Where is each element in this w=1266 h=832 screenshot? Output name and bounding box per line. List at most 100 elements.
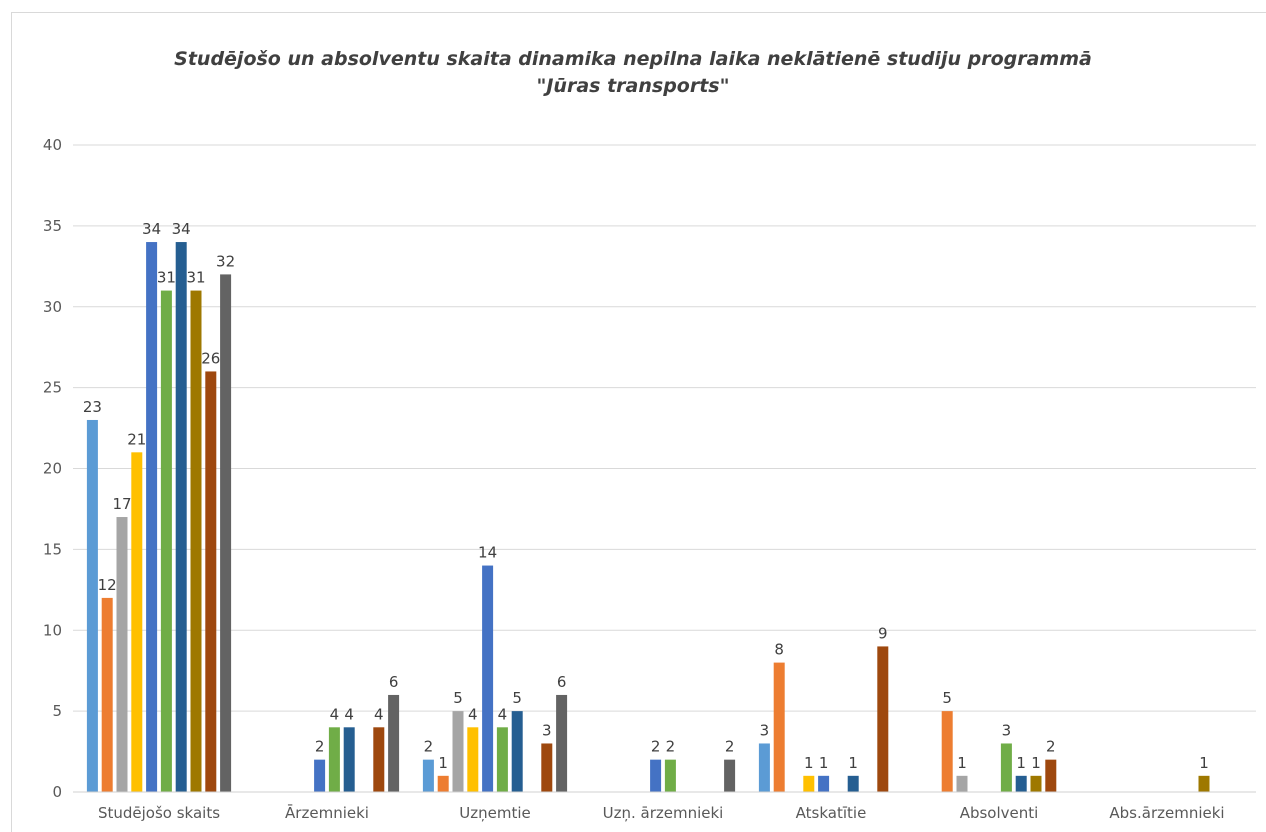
data-label: 1 [1016, 754, 1026, 772]
bar [724, 759, 736, 792]
y-tick-label: 10 [43, 621, 62, 639]
data-label: 4 [498, 705, 508, 723]
data-label: 4 [330, 705, 340, 723]
bar [1000, 743, 1012, 792]
bar [1045, 759, 1057, 792]
data-label: 2 [1046, 738, 1056, 756]
bar [314, 759, 326, 792]
data-label: 1 [438, 754, 448, 772]
bar [847, 775, 859, 792]
bar [556, 694, 568, 792]
data-label: 21 [127, 430, 146, 448]
data-label: 1 [957, 754, 967, 772]
y-tick-label: 0 [52, 783, 62, 801]
bar [1198, 775, 1210, 792]
bar [941, 711, 953, 792]
data-label: 4 [374, 705, 384, 723]
data-label: 31 [186, 269, 205, 287]
y-tick-label: 15 [43, 540, 62, 558]
bar [877, 646, 889, 792]
data-label: 2 [725, 738, 735, 756]
bar [388, 694, 400, 792]
data-label: 26 [201, 349, 220, 367]
bar [86, 419, 98, 792]
bar [803, 775, 815, 792]
bar [205, 371, 217, 792]
x-tick-label: Ārzemnieki [285, 804, 369, 822]
bar [758, 743, 770, 792]
bar [482, 565, 494, 792]
data-label: 1 [804, 754, 814, 772]
data-label: 5 [942, 689, 952, 707]
bar [664, 759, 676, 792]
chart-title-line-2: "Jūras transports" [536, 75, 730, 97]
data-label: 17 [112, 495, 131, 513]
x-tick-label: Studējošo skaits [98, 804, 220, 822]
data-label: 32 [216, 252, 235, 270]
data-label: 4 [468, 705, 478, 723]
bar [437, 775, 449, 792]
bar [190, 290, 202, 792]
data-label: 6 [389, 673, 399, 691]
data-label: 12 [98, 576, 117, 594]
bar [116, 517, 128, 792]
data-label: 2 [424, 738, 434, 756]
y-tick-label: 35 [43, 217, 62, 235]
data-label: 5 [512, 689, 522, 707]
bar [101, 597, 113, 792]
data-label: 2 [651, 738, 661, 756]
data-label: 2 [315, 738, 325, 756]
data-label: 3 [542, 721, 552, 739]
data-label: 1 [819, 754, 829, 772]
chart-title: Studējošo un absolventu skaita dinamika … [0, 46, 1266, 100]
x-tick-label: Uzņ. ārzemnieki [603, 804, 724, 822]
y-tick-label: 25 [43, 379, 62, 397]
bar [650, 759, 662, 792]
y-tick-label: 5 [52, 702, 62, 720]
data-label: 1 [848, 754, 858, 772]
data-label: 6 [557, 673, 567, 691]
data-label: 4 [344, 705, 354, 723]
y-tick-label: 30 [43, 298, 62, 316]
bar [467, 727, 479, 792]
bar [131, 452, 143, 792]
data-label: 9 [878, 624, 888, 642]
data-label: 3 [760, 721, 770, 739]
bar [1015, 775, 1027, 792]
data-label: 8 [774, 641, 784, 659]
data-label: 34 [142, 220, 161, 238]
x-tick-label: Atskatītie [796, 804, 867, 822]
bar [160, 290, 172, 792]
bar [373, 727, 385, 792]
data-label: 5 [453, 689, 463, 707]
bar [956, 775, 968, 792]
bar [541, 743, 553, 792]
data-label: 14 [478, 544, 497, 562]
bar [818, 775, 830, 792]
bar [175, 242, 187, 793]
bar [422, 759, 434, 792]
bar [496, 727, 508, 792]
y-tick-label: 20 [43, 460, 62, 478]
bar [452, 711, 464, 792]
x-tick-label: Uzņemtie [459, 804, 530, 822]
bar [511, 711, 523, 792]
data-label: 34 [172, 220, 191, 238]
data-label: 2 [666, 738, 676, 756]
bar [343, 727, 355, 792]
x-tick-label: Absolventi [960, 804, 1039, 822]
data-label: 1 [1199, 754, 1209, 772]
y-tick-label: 40 [43, 136, 62, 154]
data-label: 23 [83, 398, 102, 416]
bar [773, 662, 785, 792]
chart-title-line-1: Studējošo un absolventu skaita dinamika … [174, 48, 1092, 70]
bar [1030, 775, 1042, 792]
data-label: 1 [1031, 754, 1041, 772]
x-tick-label: Abs.ārzemnieki [1109, 804, 1224, 822]
data-label: 3 [1002, 721, 1012, 739]
bar [220, 274, 232, 792]
bar [146, 242, 158, 793]
data-label: 31 [157, 269, 176, 287]
bar [328, 727, 340, 792]
